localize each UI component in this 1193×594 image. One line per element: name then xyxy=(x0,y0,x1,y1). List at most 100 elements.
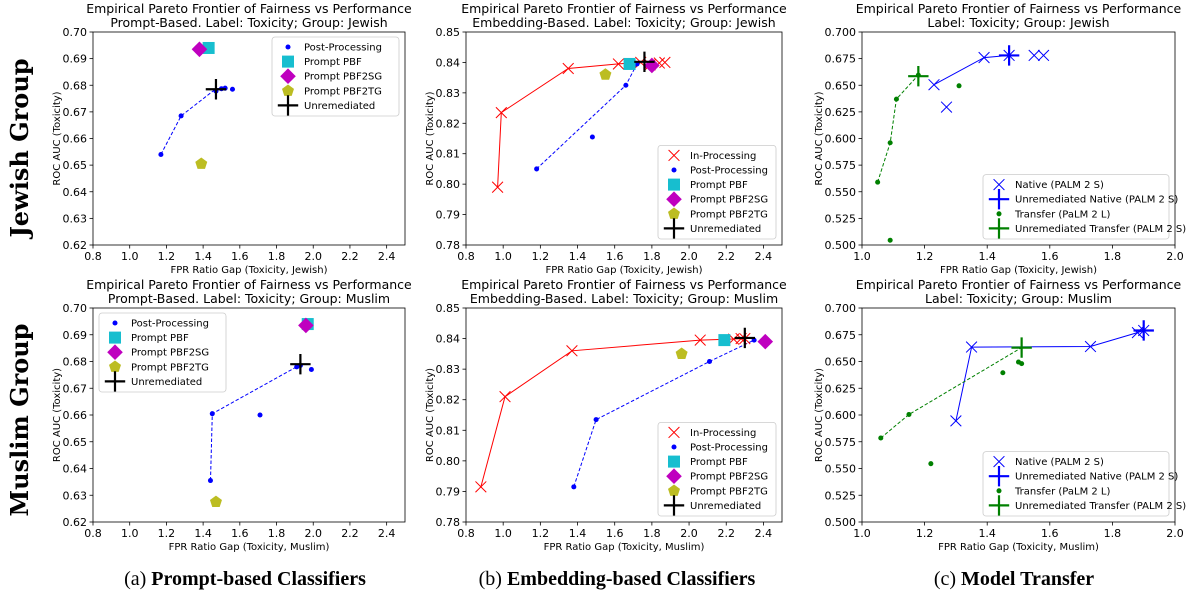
row-label-muslim: Muslim Group xyxy=(5,324,34,517)
legend-box xyxy=(657,144,777,240)
y-axis-label: ROC AUC (Toxicity) xyxy=(425,368,436,462)
y-tick-label: 0.700 xyxy=(825,26,857,39)
x-tick-label: 1.0 xyxy=(853,527,871,540)
point-in-processing xyxy=(694,334,706,346)
x-tick-label: 1.4 xyxy=(569,527,587,540)
legend-entry-transfer-palm-2-l: Transfer (PaLM 2 L) xyxy=(1014,209,1110,220)
legend-entry-prompt-pbf2tg: Prompt PBF2TG xyxy=(304,86,382,97)
legend-box xyxy=(982,174,1170,240)
y-tick-label: 0.70 xyxy=(63,302,88,315)
legend-entry-in-processing: In-Processing xyxy=(690,428,756,439)
point-prompt-pbf2sg xyxy=(298,317,314,334)
y-tick-label: 0.78 xyxy=(436,239,461,252)
x-tick-label: 1.6 xyxy=(606,527,624,540)
y-tick-label: 0.68 xyxy=(63,356,88,369)
point-unremediated xyxy=(634,51,655,73)
point-transfer-palm-2-l xyxy=(878,435,884,441)
legend-marker-prompt-pbf xyxy=(109,331,121,344)
point-in-processing xyxy=(612,58,625,70)
legend-entry-prompt-pbf2tg: Prompt PBF2TG xyxy=(131,362,209,373)
point-post-processing xyxy=(623,82,629,88)
point-transfer-palm-2-l xyxy=(956,83,962,89)
x-tick-label: 1.8 xyxy=(1104,250,1122,263)
legend-marker-prompt-pbf xyxy=(282,55,294,68)
point-unremediated xyxy=(734,327,756,349)
point-post-processing xyxy=(571,484,577,490)
point-native-palm-2-s xyxy=(978,51,990,64)
legend-entry-prompt-pbf2sg: Prompt PBF2SG xyxy=(690,472,768,483)
x-tick-label: 0.8 xyxy=(84,527,102,540)
y-tick-label: 0.675 xyxy=(825,329,857,342)
legend-marker-unremediated-native-palm-2-s xyxy=(988,189,1010,210)
point-native-palm-2-s xyxy=(950,415,962,427)
legend-entry-native-palm-2-s: Native (PALM 2 S) xyxy=(1015,180,1104,191)
point-post-processing xyxy=(308,367,314,373)
y-tick-label: 0.550 xyxy=(825,463,857,476)
x-tick-label: 1.0 xyxy=(853,250,871,263)
legend-marker-prompt-pbf2sg xyxy=(666,191,682,207)
point-post-processing xyxy=(158,151,164,157)
y-tick-label: 0.84 xyxy=(436,56,461,69)
x-tick-label: 1.0 xyxy=(121,527,139,540)
point-transfer-palm-2-l xyxy=(887,237,893,243)
legend-marker-native-palm-2-s xyxy=(993,455,1005,468)
point-unremediated-transfer-palm-2-s xyxy=(908,65,929,87)
y-tick-label: 0.65 xyxy=(63,159,88,172)
point-in-processing xyxy=(659,56,671,69)
y-tick-label: 0.64 xyxy=(63,186,88,199)
legend-entry-unremediated-transfer-palm-2-s: Unremediated Transfer (PALM 2 S) xyxy=(1015,501,1186,512)
y-axis-label: ROC AUC (Toxicity) xyxy=(52,91,63,185)
x-tick-label: 2.4 xyxy=(378,527,396,540)
y-tick-label: 0.625 xyxy=(825,106,857,119)
legend-entry-prompt-pbf: Prompt PBF xyxy=(131,333,189,344)
point-native-palm-2-s xyxy=(1037,49,1050,62)
legend-entry-prompt-pbf: Prompt PBF xyxy=(690,457,748,468)
frontier-line-post-processing xyxy=(573,339,755,487)
y-tick-label: 0.85 xyxy=(436,302,461,315)
y-tick-label: 0.78 xyxy=(436,516,461,529)
legend-entry-unremediated: Unremediated xyxy=(690,501,761,512)
x-tick-label: 1.6 xyxy=(231,250,249,263)
y-tick-label: 0.80 xyxy=(436,455,461,468)
y-tick-label: 0.64 xyxy=(63,463,88,476)
point-transfer-palm-2-l xyxy=(928,461,934,467)
y-tick-label: 0.66 xyxy=(63,133,88,146)
x-tick-label: 2.4 xyxy=(378,250,396,263)
y-tick-label: 0.500 xyxy=(825,516,857,529)
legend-marker-in-processing xyxy=(668,149,680,162)
point-post-processing xyxy=(207,478,213,484)
x-tick-label: 2.0 xyxy=(1166,250,1184,263)
x-tick-label: 1.0 xyxy=(494,527,512,540)
x-tick-label: 1.6 xyxy=(231,527,249,540)
y-tick-label: 0.675 xyxy=(825,53,857,66)
row-label-jewish: Jewish Group xyxy=(5,58,34,239)
x-tick-label: 1.8 xyxy=(643,250,661,263)
x-tick-label: 1.2 xyxy=(916,250,934,263)
point-transfer-palm-2-l xyxy=(1000,370,1006,376)
legend-marker-prompt-pbf2sg xyxy=(280,68,296,84)
legend: In-Processing Post-Processing Prompt PBF Pr… xyxy=(657,421,777,517)
point-unremediated xyxy=(290,353,311,375)
y-axis-label: ROC AUC (Toxicity) xyxy=(814,368,825,462)
point-in-processing xyxy=(562,62,574,75)
legend-marker-post-processing xyxy=(671,167,677,173)
point-transfer-palm-2-l xyxy=(893,96,899,102)
legend-box xyxy=(271,36,400,117)
y-axis-label: ROC AUC (Toxicity) xyxy=(425,91,436,185)
x-tick-label: 1.0 xyxy=(494,250,512,263)
chart-panel-4: Empirical Pareto Frontier of Fairness vs… xyxy=(52,277,412,553)
point-transfer-palm-2-l xyxy=(887,140,893,146)
legend-entry-post-processing: Post-Processing xyxy=(131,319,209,330)
panels: Empirical Pareto Frontier of Fairness vs… xyxy=(52,1,1186,553)
y-tick-label: 0.79 xyxy=(436,485,461,498)
point-post-processing xyxy=(257,412,263,418)
x-axis-label: FPR Ratio Gap (Toxicity, Muslim) xyxy=(938,542,1099,553)
point-prompt-pbf xyxy=(623,57,636,70)
legend-entry-prompt-pbf2tg: Prompt PBF2TG xyxy=(690,209,768,220)
y-tick-label: 0.68 xyxy=(63,79,88,92)
chart-panel-3: Empirical Pareto Frontier of Fairness vs… xyxy=(814,1,1186,276)
legend-marker-prompt-pbf2tg xyxy=(668,484,680,496)
x-axis-label: FPR Ratio Gap (Toxicity, Muslim) xyxy=(544,542,705,553)
point-native-palm-2-s xyxy=(965,341,978,353)
point-unremediated-transfer-palm-2-s xyxy=(1011,337,1032,358)
